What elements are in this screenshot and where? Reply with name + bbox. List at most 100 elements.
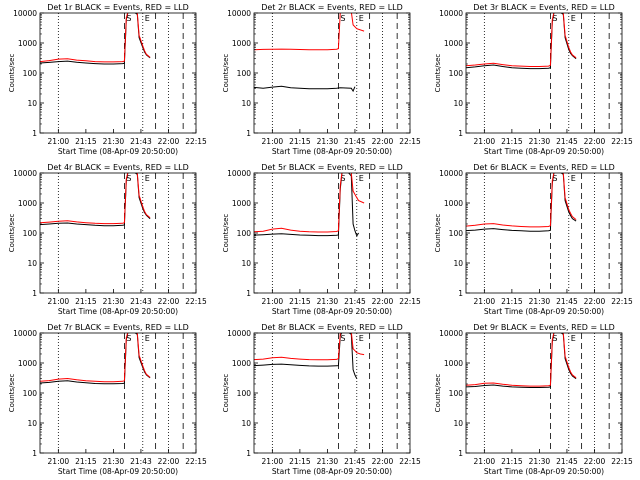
- y-tick-label: 100: [449, 229, 464, 238]
- chart-panel-7: Det 7r BLACK = Events, RED = LLD S E 1 10 100…: [8, 323, 207, 476]
- y-tick-label: 100: [23, 389, 38, 398]
- series-line-events: [254, 85, 356, 93]
- y-tick-label: 1: [246, 129, 251, 138]
- chart-panel-3: Det 3r BLACK = Events, RED = LLD S E 1 10 100…: [434, 3, 633, 156]
- y-tick-label: 10: [241, 419, 251, 428]
- y-tick-label: 10000: [13, 169, 37, 178]
- y-tick-label: 1000: [18, 359, 37, 368]
- chart-title: Det 1r BLACK = Events, RED = LLD: [47, 3, 189, 12]
- y-tick-label: 1: [458, 129, 463, 138]
- y-axis-label: Counts/sec: [8, 214, 16, 253]
- x-axis-label: Start Time (08-Apr-09 20:50:00): [58, 147, 178, 156]
- x-tick-label: 21:45: [556, 297, 578, 306]
- y-tick-label: 1: [246, 449, 251, 458]
- x-tick-label: 22:00: [584, 137, 606, 146]
- y-axis-label: Counts/sec: [222, 214, 230, 253]
- y-tick-label: 1000: [232, 359, 251, 368]
- y-tick-label: 10: [241, 259, 251, 268]
- x-tick-label: 22:15: [185, 457, 207, 466]
- x-tick-label: 21:00: [262, 297, 284, 306]
- y-tick-label: 10000: [439, 169, 463, 178]
- x-tick-label: 21:15: [75, 457, 97, 466]
- x-tick-label: 22:00: [372, 137, 394, 146]
- chart-panel-8: Det 8r BLACK = Events, RED = LLD S E 1 10 100…: [222, 323, 421, 476]
- interval-marker-s: S: [126, 334, 131, 343]
- chart-title: Det 2r BLACK = Events, RED = LLD: [261, 3, 403, 12]
- y-tick-label: 100: [449, 389, 464, 398]
- x-tick-label: 22:15: [399, 297, 421, 306]
- x-tick-label: 21:15: [75, 297, 97, 306]
- interval-marker-s: S: [340, 334, 345, 343]
- y-tick-label: 100: [23, 229, 38, 238]
- x-tick-label: 21:00: [474, 457, 496, 466]
- x-axis-label: Start Time (08-Apr-09 20:50:00): [484, 307, 604, 316]
- interval-marker-s: S: [340, 14, 345, 23]
- x-tick-label: 21:15: [289, 297, 311, 306]
- series-line-events: [466, 173, 577, 232]
- y-axis-label: Counts/sec: [8, 54, 16, 93]
- x-tick-label: 21:30: [529, 457, 551, 466]
- interval-marker-s: S: [126, 174, 131, 183]
- x-axis-label: Start Time (08-Apr-09 20:50:00): [484, 467, 604, 476]
- y-tick-label: 10000: [227, 169, 251, 178]
- interval-marker-e: E: [359, 174, 364, 183]
- interval-marker-s: S: [552, 14, 557, 23]
- x-axis-label: Start Time (08-Apr-09 20:50:00): [484, 147, 604, 156]
- series-line-events: [40, 333, 151, 385]
- y-tick-label: 10: [453, 99, 463, 108]
- y-axis-label: Counts/sec: [434, 374, 442, 413]
- y-tick-label: 10: [27, 259, 37, 268]
- interval-marker-s: S: [552, 334, 557, 343]
- x-tick-label: 21:30: [529, 137, 551, 146]
- x-tick-label: 21:15: [501, 137, 523, 146]
- series-line-events: [254, 333, 358, 379]
- plot-frame: [39, 332, 197, 454]
- y-tick-label: 1000: [444, 39, 463, 48]
- x-tick-label: 21:15: [289, 457, 311, 466]
- y-tick-label: 10: [241, 99, 251, 108]
- series-line-lld: [40, 333, 151, 383]
- x-tick-label: 21:30: [317, 457, 339, 466]
- series-line-lld: [254, 333, 365, 361]
- interval-marker-e: E: [359, 14, 364, 23]
- interval-marker-e: E: [571, 14, 576, 23]
- y-tick-label: 1000: [444, 199, 463, 208]
- y-tick-label: 1000: [232, 199, 251, 208]
- plot-frame: [253, 332, 411, 454]
- interval-marker-e: E: [145, 14, 150, 23]
- chart-panel-9: Det 9r BLACK = Events, RED = LLD S E 1 10 100…: [434, 323, 633, 476]
- series-line-lld: [466, 173, 577, 228]
- y-tick-label: 10: [27, 99, 37, 108]
- x-tick-label: 22:00: [372, 297, 394, 306]
- series-line-lld: [466, 333, 577, 387]
- x-tick-label: 22:00: [158, 137, 180, 146]
- x-tick-label: 21:30: [317, 297, 339, 306]
- y-tick-label: 100: [23, 69, 38, 78]
- x-axis-label: Start Time (08-Apr-09 20:50:00): [58, 467, 178, 476]
- x-tick-label: 21:00: [48, 137, 70, 146]
- y-tick-label: 1: [458, 449, 463, 458]
- series-line-events: [254, 173, 360, 238]
- x-tick-label: 21:45: [344, 457, 366, 466]
- interval-marker-e: E: [571, 174, 576, 183]
- y-tick-label: 10: [453, 259, 463, 268]
- x-tick-label: 22:00: [158, 297, 180, 306]
- series-line-events: [466, 333, 577, 388]
- interval-marker-s: S: [340, 174, 345, 183]
- y-tick-label: 10000: [227, 329, 251, 338]
- plot-frame: [39, 172, 197, 294]
- y-tick-label: 10000: [439, 9, 463, 18]
- chart-title: Det 8r BLACK = Events, RED = LLD: [261, 323, 403, 332]
- x-tick-label: 21:00: [262, 457, 284, 466]
- chart-title: Det 3r BLACK = Events, RED = LLD: [473, 3, 615, 12]
- plot-frame: [253, 12, 411, 134]
- y-tick-label: 100: [237, 69, 252, 78]
- x-tick-label: 21:30: [529, 297, 551, 306]
- chart-panel-1: Det 1r BLACK = Events, RED = LLD S E 1 10 100…: [8, 3, 207, 156]
- y-tick-label: 1000: [232, 39, 251, 48]
- y-tick-label: 1000: [18, 39, 37, 48]
- x-tick-label: 21:00: [474, 137, 496, 146]
- x-tick-label: 21:00: [48, 297, 70, 306]
- chart-title: Det 4r BLACK = Events, RED = LLD: [47, 163, 189, 172]
